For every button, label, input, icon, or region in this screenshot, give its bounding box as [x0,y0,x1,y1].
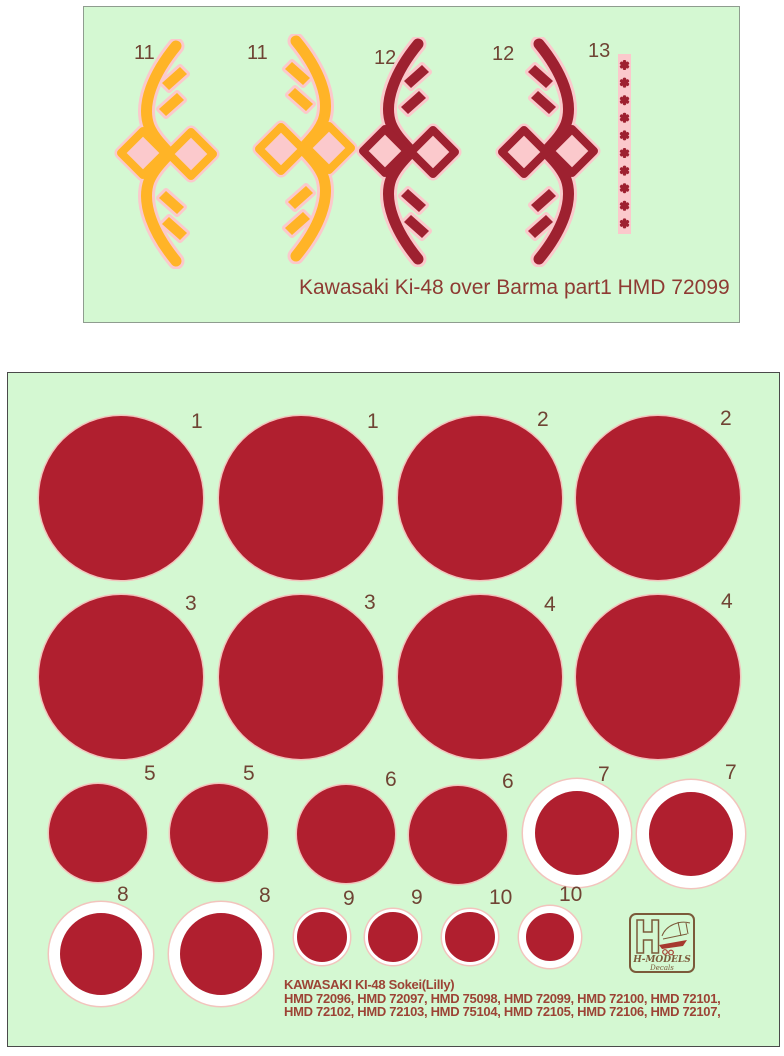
roundel-number-label: 3 [185,592,197,615]
roundel-number-label: 7 [598,763,610,786]
tail-emblem-decal-yellow-mirrored [259,41,351,256]
catalog-numbers-line: HMD 72096, HMD 72097, HMD 75098, HMD 720… [284,991,721,1006]
hinomaru-roundel-decal [219,595,383,759]
roundel-number-label: 2 [537,408,549,431]
decal-number-label: 11 [134,42,155,64]
roundel-number-label: 9 [343,887,355,910]
hinomaru-roundel-decal-white-ring [523,779,631,887]
roundel-number-label: 1 [367,410,379,433]
hinomaru-roundel-decal [576,416,740,580]
hinomaru-roundel-decal [39,595,203,759]
asterisk-stripe-decal [618,54,631,234]
logo-brand: H-MODELS [632,955,691,965]
decal-number-label: 13 [588,40,611,62]
hinomaru-roundel-decal-small [294,909,350,965]
hinomaru-roundel-decal [398,416,562,580]
roundel-number-label: 10 [489,886,513,909]
hinomaru-roundel-decal [170,784,268,882]
roundel-number-label: 10 [559,883,583,906]
tail-emblem-decal-red [363,44,455,259]
roundel-number-label: 2 [720,407,732,430]
hinomaru-roundel-decal-white-ring [169,902,273,1006]
h-models-logo: H-MODELS Decals [629,913,695,973]
roundel-number-label: 7 [725,761,737,784]
hinomaru-roundel-decal-small-white-ring [519,906,581,968]
decal-number-label: 11 [247,42,268,64]
decal-number-label: 12 [374,47,397,69]
hinomaru-roundel-decal-small [365,909,421,965]
bottom-decal-sheet: 1 1 2 2 3 3 4 4 5 5 6 6 7 7 8 8 9 9 10 1… [7,372,780,1047]
roundel-number-label: 6 [385,768,397,791]
roundel-number-label: 3 [364,591,376,614]
hinomaru-roundel-decal-white-ring [637,780,745,888]
roundel-number-label: 4 [721,590,733,613]
roundel-number-label: 8 [259,884,271,907]
tail-emblem-decal-red-mirrored [502,44,594,259]
decal-number-label: 12 [492,43,515,65]
roundel-number-label: 8 [117,883,129,906]
roundel-number-label: 6 [502,770,514,793]
roundel-number-label: 9 [411,886,423,909]
catalog-numbers-line: HMD 72102, HMD 72103, HMD 75104, HMD 721… [284,1004,721,1019]
hinomaru-roundel-decal [409,786,507,884]
hinomaru-roundel-decal [398,595,562,759]
logo-airplane-sketch [661,921,691,940]
logo-sub: Decals [649,964,674,972]
hinomaru-roundel-decal-white-ring [49,902,153,1006]
top-decal-sheet: 11 11 12 12 13 Kawasaki Ki-48 over Barma… [83,6,740,323]
logo-hull [659,940,687,949]
roundel-number-label: 1 [191,410,203,433]
hinomaru-roundel-decal [576,595,740,759]
roundel-number-label: 5 [243,762,255,785]
sheet-caption: Kawasaki Ki-48 over Barma part1 HMD 7209… [299,276,730,299]
hinomaru-roundel-decal [49,784,147,882]
hinomaru-roundel-decal [39,416,203,580]
roundel-number-label: 5 [144,762,156,785]
roundel-number-label: 4 [544,593,556,616]
hinomaru-roundel-decal [219,416,383,580]
hinomaru-roundel-decal-small [442,909,498,965]
hinomaru-roundel-decal [297,785,395,883]
logo-h-monogram [636,919,660,954]
sheet-title: KAWASAKI KI-48 Sokei(Lilly) [284,977,455,992]
tail-emblem-decal-yellow [121,46,213,261]
